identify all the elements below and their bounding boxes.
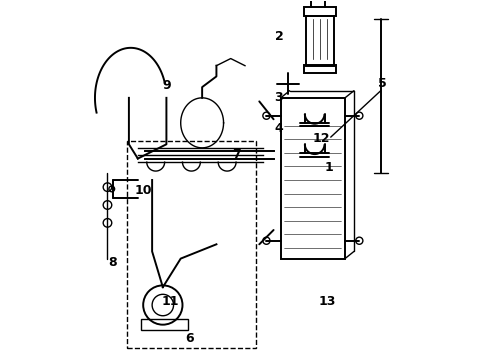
Bar — [127, 141, 256, 348]
Text: 6: 6 — [185, 333, 194, 346]
Text: 13: 13 — [318, 295, 336, 308]
Text: 2: 2 — [274, 30, 283, 43]
Bar — [304, 65, 336, 73]
Text: 8: 8 — [108, 256, 117, 269]
Text: 11: 11 — [161, 295, 179, 308]
Text: 3: 3 — [274, 91, 283, 104]
Text: 10: 10 — [134, 184, 152, 197]
Bar — [142, 319, 188, 330]
Text: 12: 12 — [313, 132, 331, 145]
Text: 4: 4 — [274, 122, 283, 135]
Text: 5: 5 — [378, 77, 387, 90]
Text: 9: 9 — [162, 79, 171, 92]
Bar — [304, 7, 336, 16]
Bar — [306, 16, 334, 66]
Text: 1: 1 — [324, 161, 333, 174]
Bar — [281, 98, 345, 258]
Text: 7: 7 — [232, 148, 241, 162]
